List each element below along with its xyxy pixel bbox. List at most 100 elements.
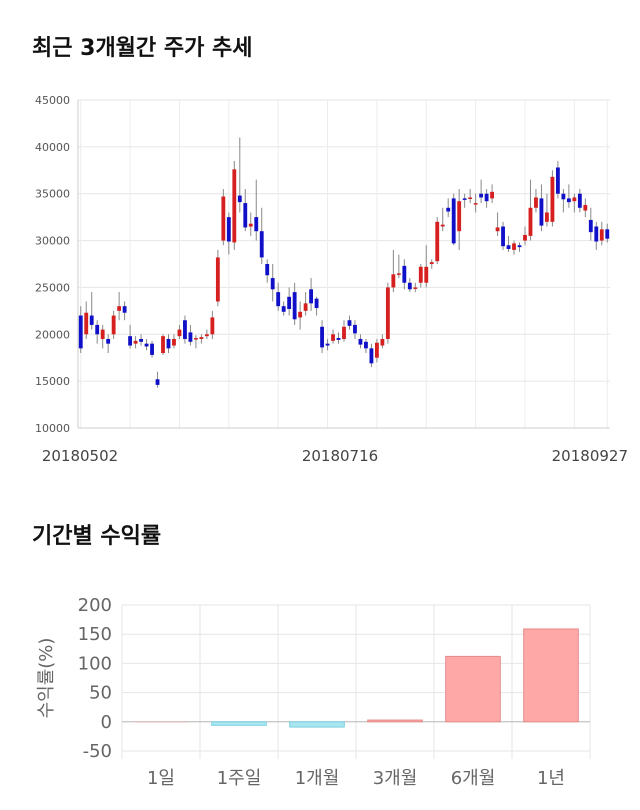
candle-body — [303, 303, 308, 311]
candle-body — [215, 257, 220, 302]
candle-body — [424, 266, 429, 283]
candle-body — [490, 191, 495, 199]
candle-body — [561, 193, 566, 200]
candle-body — [100, 329, 105, 339]
candle-body — [572, 197, 577, 202]
candle-body — [193, 338, 198, 340]
candle-body — [199, 337, 204, 339]
y-tick-label: 45000 — [35, 94, 70, 107]
y-tick-label: 50 — [89, 683, 112, 704]
y-tick-label: 10000 — [35, 422, 70, 435]
candle-body — [248, 223, 253, 227]
candle-body — [150, 343, 154, 355]
candle-body — [539, 198, 544, 226]
x-tick-label: 1년 — [537, 768, 565, 789]
y-tick-label: 20000 — [35, 328, 70, 341]
candle-body — [243, 203, 248, 228]
candle-body — [183, 320, 187, 339]
candle-body — [369, 348, 374, 364]
return-bar — [445, 655, 501, 723]
candle-body — [594, 226, 599, 242]
candle-body — [155, 379, 160, 385]
candle-body — [320, 326, 324, 348]
candle-body — [347, 320, 352, 326]
candle-body — [501, 226, 505, 247]
candle-body — [457, 201, 462, 232]
x-tick-label: 20180502 — [42, 447, 118, 465]
candle-body — [555, 167, 560, 194]
candle-body — [440, 224, 445, 227]
candle-body — [188, 332, 193, 342]
x-tick-label: 1개월 — [295, 768, 340, 789]
candle-body — [336, 338, 341, 340]
candle-body — [462, 198, 467, 200]
returns-bar-chart: -50 0 50 100 150 200 1일 1주일 1개월 3개월 6개월 1년 수익률(%) — [36, 595, 591, 789]
returns-title: 기간별 수익률 — [32, 524, 162, 549]
y-tick-label: 15000 — [35, 375, 70, 388]
y-tick-label: 30000 — [35, 235, 70, 248]
y-tick-label: 35000 — [35, 188, 70, 201]
candle-body — [566, 198, 571, 203]
candle-body — [418, 266, 423, 283]
candle-body — [358, 338, 363, 345]
candle-body — [545, 212, 549, 222]
candle-body — [435, 221, 440, 262]
candle-body — [413, 287, 418, 289]
candle-body — [265, 264, 270, 276]
candle-body — [237, 195, 242, 203]
candle-body — [534, 197, 538, 208]
candle-body — [232, 169, 237, 243]
return-bar — [367, 719, 423, 723]
candle-body — [583, 204, 588, 211]
candle-body — [106, 338, 111, 344]
candle-body — [254, 217, 259, 232]
x-tick-label: 1주일 — [217, 768, 262, 789]
candle-body — [204, 334, 209, 337]
candle-body — [380, 338, 385, 346]
candle-body — [550, 176, 555, 222]
candle-body — [396, 273, 401, 275]
candle-body — [259, 231, 264, 258]
candle-body — [451, 198, 456, 244]
return-bar — [523, 628, 579, 723]
candle-body — [128, 336, 133, 346]
x-tick-label: 1일 — [147, 768, 175, 789]
candle-body — [528, 207, 533, 236]
candle-body — [577, 193, 582, 208]
candle-body — [446, 207, 451, 212]
y-tick-label: 100 — [78, 653, 112, 674]
candle-body — [495, 227, 500, 232]
candle-body — [325, 343, 330, 346]
candle-body — [385, 287, 390, 339]
candle-body — [292, 292, 297, 320]
candle-body — [226, 217, 231, 242]
x-tick-label: 3개월 — [373, 768, 418, 789]
candle-body — [523, 234, 527, 241]
candle-body — [111, 315, 116, 335]
candle-body — [309, 289, 314, 304]
y-tick-label: 150 — [78, 624, 112, 645]
candle-body — [353, 324, 357, 334]
y-tick-label: 200 — [78, 595, 112, 616]
candle-body — [281, 306, 286, 312]
candle-body — [506, 245, 511, 250]
candle-body — [276, 292, 281, 307]
candle-body — [89, 315, 94, 325]
candle-body — [402, 265, 407, 283]
candle-body — [391, 274, 396, 288]
y-tick-label: 0 — [101, 712, 112, 733]
y-tick-label: 40000 — [35, 141, 70, 154]
candle-body — [374, 342, 379, 358]
candle-body — [117, 306, 122, 311]
stock-trend-title: 최근 3개월간 주가 추세 — [32, 36, 253, 61]
candle-body — [144, 343, 149, 347]
y-tick-label: 25000 — [35, 281, 70, 294]
candle-body — [177, 329, 182, 337]
y-axis-label: 수익률(%) — [36, 638, 57, 719]
candle-body — [479, 193, 484, 198]
candle-body — [342, 326, 346, 339]
candle-body — [287, 296, 292, 309]
candle-body — [473, 203, 478, 205]
candle-body — [161, 336, 165, 354]
candle-body — [588, 219, 593, 233]
